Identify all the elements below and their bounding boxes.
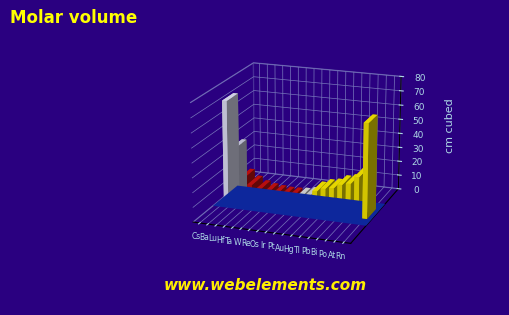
Text: Molar volume: Molar volume	[10, 9, 137, 27]
Text: www.webelements.com: www.webelements.com	[163, 278, 366, 293]
